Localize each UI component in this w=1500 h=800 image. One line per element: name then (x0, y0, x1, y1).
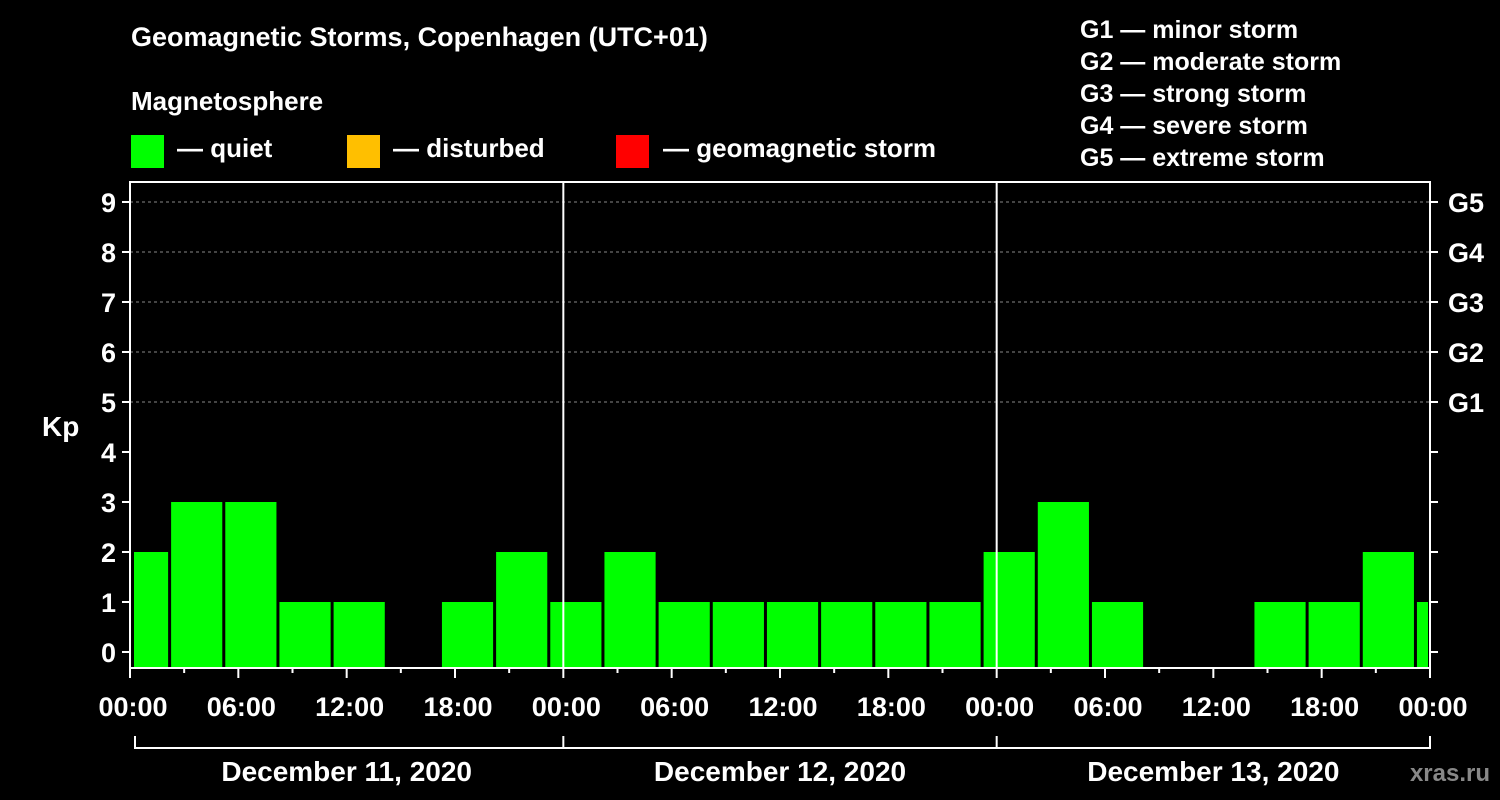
x-tick-label: 00:00 (532, 692, 601, 722)
kp-bar (821, 602, 873, 668)
day-label: December 11, 2020 (221, 756, 472, 787)
x-tick-label: 18:00 (1290, 692, 1359, 722)
x-tick-label: 12:00 (748, 692, 817, 722)
y-axis-label: Kp (42, 411, 80, 442)
y-tick-label: 9 (101, 188, 116, 218)
kp-bar (1362, 552, 1414, 668)
y-tick-label: 3 (101, 488, 116, 518)
kp-bar (1254, 602, 1306, 668)
storm-level-tick-label: G5 (1448, 188, 1484, 218)
y-tick-label: 7 (101, 288, 116, 318)
legend-heading: Magnetosphere (131, 86, 324, 116)
x-tick-label: 06:00 (1073, 692, 1142, 722)
legend-disturbed-label: — disturbed (393, 133, 545, 163)
storm-level-g4: G4 — severe storm (1080, 112, 1308, 140)
quiet-swatch (131, 135, 164, 168)
day-label: December 13, 2020 (1087, 756, 1339, 787)
watermark: xras.ru (1409, 760, 1490, 787)
chart-title: Geomagnetic Storms, Copenhagen (UTC+01) (131, 22, 708, 52)
kp-bar (1037, 502, 1089, 668)
legend-storm-label: — geomagnetic storm (663, 133, 937, 163)
kp-bar (225, 502, 277, 668)
storm-level-g5: G5 — extreme storm (1080, 144, 1325, 172)
y-tick-label: 6 (101, 338, 116, 368)
y-tick-label: 2 (101, 538, 116, 568)
kp-bar (1416, 602, 1428, 668)
plot-frame (129, 181, 1431, 669)
kp-bar (604, 552, 656, 668)
x-tick-label: 12:00 (1182, 692, 1251, 722)
kp-bar (658, 602, 710, 668)
kp-bar (1091, 602, 1144, 668)
storm-level-tick-label: G4 (1448, 238, 1484, 268)
x-tick-label: 18:00 (423, 692, 492, 722)
x-tick-label: 00:00 (1398, 692, 1467, 722)
day-label: December 12, 2020 (654, 756, 906, 787)
kp-bar (279, 602, 331, 668)
x-tick-label: 00:00 (965, 692, 1034, 722)
y-tick-label: 1 (101, 588, 116, 618)
storm-level-tick-label: G2 (1448, 338, 1484, 368)
storm-level-tick-label: G3 (1448, 288, 1484, 318)
kp-bar (1308, 602, 1360, 668)
kp-bar (171, 502, 223, 668)
x-tick-label: 12:00 (315, 692, 384, 722)
kp-bar (134, 552, 169, 668)
kp-bar (766, 602, 819, 668)
kp-bar (496, 552, 548, 668)
storm-swatch (616, 135, 649, 168)
storm-level-g2: G2 — moderate storm (1080, 48, 1342, 76)
storm-level-g1: G1 — minor storm (1080, 16, 1299, 44)
kp-bar (333, 602, 385, 668)
kp-bar (550, 602, 602, 668)
x-tick-label: 06:00 (640, 692, 709, 722)
x-tick-label: 06:00 (207, 692, 276, 722)
x-tick-label: 00:00 (98, 692, 167, 722)
y-tick-label: 0 (101, 638, 116, 668)
kp-bar (929, 602, 981, 668)
y-tick-label: 5 (101, 388, 116, 418)
kp-bar (441, 602, 494, 668)
kp-bar (712, 602, 764, 668)
kp-bar (983, 552, 1035, 668)
storm-level-g3: G3 — strong storm (1080, 80, 1307, 108)
x-tick-label: 18:00 (857, 692, 926, 722)
legend-quiet-label: — quiet (177, 133, 273, 163)
storm-level-list: G1 — minor storm G2 — moderate storm G3 … (1080, 14, 1341, 174)
y-tick-label: 4 (101, 438, 116, 468)
disturbed-swatch (347, 135, 380, 168)
y-tick-label: 8 (101, 238, 116, 268)
kp-bar (875, 602, 927, 668)
storm-level-tick-label: G1 (1448, 388, 1484, 418)
